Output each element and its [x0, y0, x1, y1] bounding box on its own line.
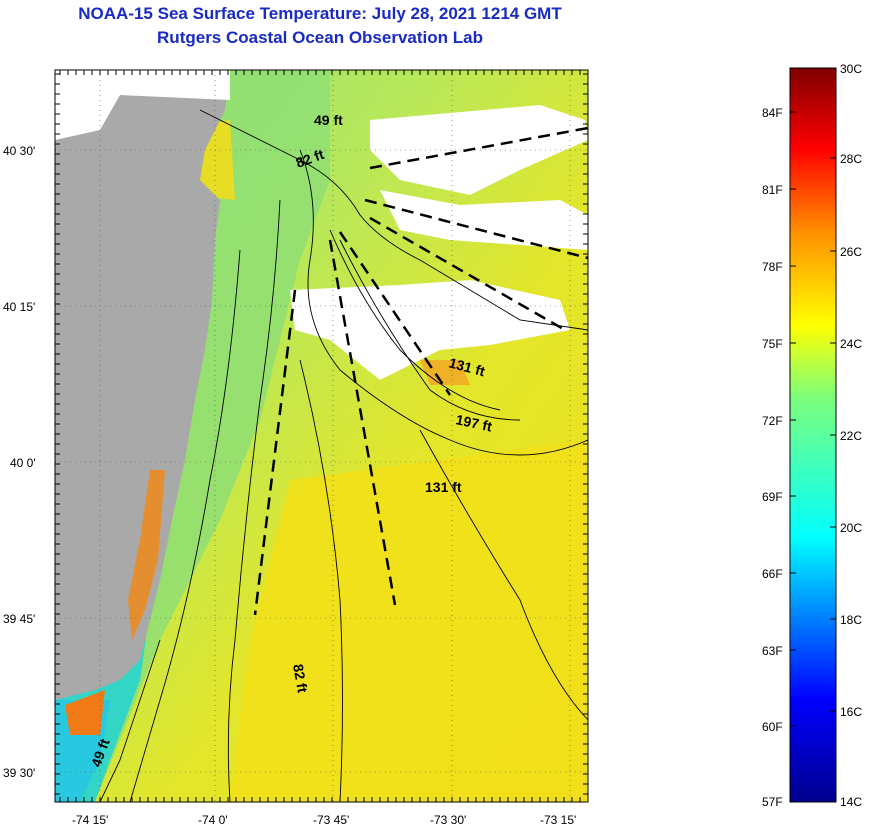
- glider-transects: [253, 126, 588, 616]
- lat-tick-label: 40 30': [3, 144, 35, 158]
- lon-tick-label: -73 30': [430, 813, 466, 827]
- contour-label: 82 ft: [290, 663, 311, 694]
- map-frame: [54, 69, 589, 803]
- fahrenheit-label: 75F: [762, 337, 783, 351]
- lon-tick-label: -74 0': [198, 813, 228, 827]
- lon-tick-label: -74 15': [72, 813, 108, 827]
- celsius-label: 22C: [840, 429, 862, 443]
- celsius-label: 18C: [840, 613, 862, 627]
- lat-tick-label: 40 0': [10, 456, 36, 470]
- barrier-island-warm: [128, 470, 165, 640]
- celsius-label: 16C: [840, 705, 862, 719]
- celsius-label: 30C: [840, 62, 862, 76]
- fahrenheit-label: 84F: [762, 106, 783, 120]
- celsius-label: 28C: [840, 152, 862, 166]
- colorbar-ticks: [790, 111, 836, 727]
- contour-label: 131 ft: [425, 479, 462, 495]
- axis-ticks: [55, 70, 588, 802]
- fahrenheit-label: 72F: [762, 414, 783, 428]
- warm-water-region: [230, 440, 588, 802]
- lon-tick-label: -73 45': [313, 813, 349, 827]
- fahrenheit-label: 66F: [762, 567, 783, 581]
- fahrenheit-label: 60F: [762, 720, 783, 734]
- contour-label: 197 ft: [454, 411, 493, 434]
- lat-tick-label: 39 45': [3, 612, 35, 626]
- lat-lon-grid: [55, 70, 588, 802]
- map-subtitle: Rutgers Coastal Ocean Observation Lab: [157, 28, 483, 47]
- cloud-region: [370, 105, 588, 195]
- fahrenheit-label: 69F: [762, 490, 783, 504]
- color-scale-bar: [789, 67, 837, 803]
- lat-tick-label: 40 15': [3, 300, 35, 314]
- fahrenheit-label: 78F: [762, 260, 783, 274]
- map-plot-area: [55, 70, 588, 802]
- celsius-label: 24C: [840, 337, 862, 351]
- lon-tick-label: -73 15': [540, 813, 576, 827]
- map-title: NOAA-15 Sea Surface Temperature: July 28…: [78, 4, 562, 23]
- celsius-label: 20C: [840, 521, 862, 535]
- bathymetry-contours: [99, 109, 588, 802]
- fahrenheit-label: 57F: [762, 795, 783, 809]
- fahrenheit-label: 63F: [762, 644, 783, 658]
- celsius-label: 26C: [840, 245, 862, 259]
- celsius-label: 14C: [840, 795, 862, 809]
- lat-tick-label: 39 30': [3, 766, 35, 780]
- land-new-jersey: [55, 70, 230, 700]
- fahrenheit-label: 81F: [762, 183, 783, 197]
- contour-label: 49 ft: [314, 112, 343, 128]
